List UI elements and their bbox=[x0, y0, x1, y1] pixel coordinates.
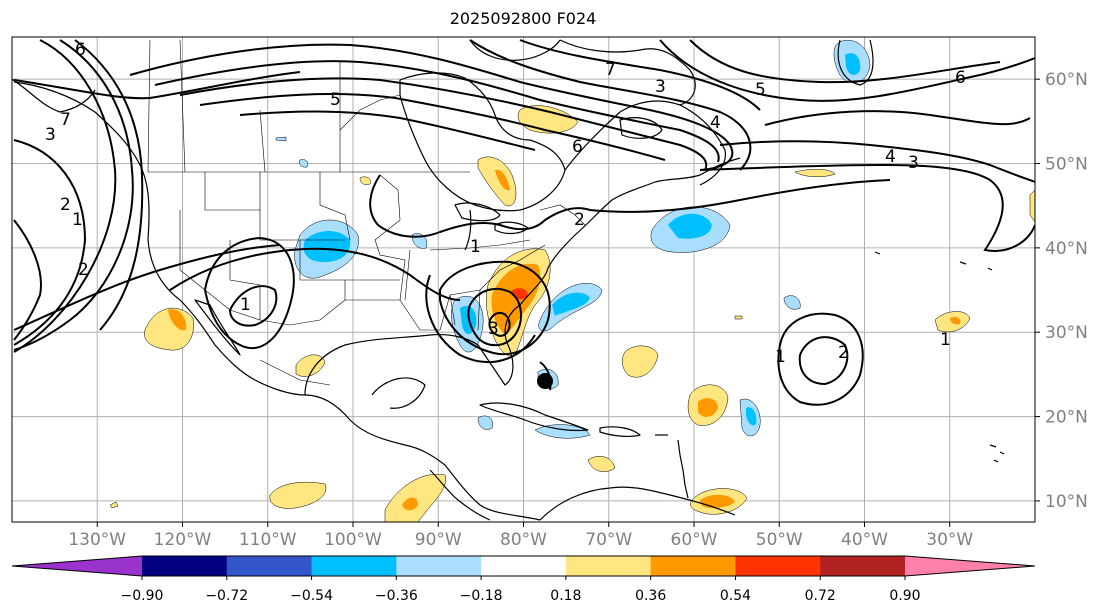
colorbar-tick-label: 0.90 bbox=[889, 588, 920, 604]
contour-label: 2 bbox=[78, 260, 89, 280]
contour-label: 6 bbox=[955, 68, 966, 88]
contour-label: 2 bbox=[574, 210, 585, 230]
colorbar-tick-label: −0.72 bbox=[205, 588, 248, 604]
colorbar-bin bbox=[650, 556, 736, 576]
lat-tick-label: 30°N bbox=[1045, 323, 1088, 343]
lon-tick-label: 70°W bbox=[585, 530, 632, 550]
lon-tick-label: 60°W bbox=[671, 530, 718, 550]
contour-label: 7 bbox=[60, 110, 71, 130]
contour-label: 1 bbox=[940, 330, 951, 350]
lon-tick-label: 130°W bbox=[68, 530, 126, 550]
lat-tick-label: 10°N bbox=[1045, 492, 1088, 512]
colorbar-bin bbox=[481, 556, 567, 576]
contour-label: 2 bbox=[838, 343, 849, 363]
contour-label: 4 bbox=[885, 147, 896, 167]
contour-label: 1 bbox=[775, 347, 786, 367]
latitude-axis: 60°N 50°N 40°N 30°N 20°N 10°N bbox=[1035, 70, 1088, 512]
contour-lines bbox=[13, 39, 1035, 406]
contour-label: 3 bbox=[488, 319, 499, 339]
colorbar-tick-label: 0.18 bbox=[550, 588, 581, 604]
contour-label: 5 bbox=[755, 80, 766, 100]
storm-center-marker bbox=[537, 373, 553, 389]
colorbar-bin bbox=[820, 556, 906, 576]
colorbar: −0.90 −0.72 −0.54 −0.36 −0.18 0.18 0.36 0.54 0.7… bbox=[11, 555, 1036, 604]
contour-label: 3 bbox=[45, 125, 56, 145]
colorbar-extension-low bbox=[12, 556, 142, 576]
lon-tick-label: 110°W bbox=[239, 530, 297, 550]
contour-label: 1 bbox=[240, 295, 251, 315]
contour-label: 2 bbox=[60, 195, 71, 215]
colorbar-tick-label: −0.36 bbox=[375, 588, 418, 604]
lon-tick-label: 100°W bbox=[324, 530, 382, 550]
colorbar-bin bbox=[142, 556, 228, 576]
lon-tick-label: 30°W bbox=[926, 530, 973, 550]
lat-tick-label: 60°N bbox=[1045, 70, 1088, 90]
colorbar-bin bbox=[735, 556, 821, 576]
colorbar-bin bbox=[311, 556, 397, 576]
lat-tick-label: 20°N bbox=[1045, 408, 1088, 428]
colorbar-tick-label: −0.90 bbox=[121, 588, 164, 604]
contour-label-group: 6 7 1 2 5 6 4 3 6 7 1 1 2 3 1 1 2 3 3 2 … bbox=[45, 40, 966, 367]
lon-tick-label: 80°W bbox=[500, 530, 547, 550]
contour-label: 1 bbox=[470, 237, 481, 257]
colorbar-bin bbox=[226, 556, 313, 576]
contour-label: 4 bbox=[710, 113, 721, 133]
colorbar-tick-label: 0.54 bbox=[720, 588, 751, 604]
contour-label: 1 bbox=[72, 210, 83, 230]
colorbar-tick-label: −0.18 bbox=[460, 588, 503, 604]
map-title: 2025092800 F024 bbox=[449, 9, 597, 28]
contour-label: 3 bbox=[908, 153, 919, 173]
colorbar-extension-high bbox=[905, 556, 1035, 576]
lon-tick-label: 50°W bbox=[756, 530, 803, 550]
colorbar-tick-label: 0.36 bbox=[635, 588, 666, 604]
colorbar-tick-label: −0.54 bbox=[290, 588, 333, 604]
colorbar-tick-label: 0.72 bbox=[805, 588, 836, 604]
contour-label: 6 bbox=[572, 137, 583, 157]
lat-tick-label: 50°N bbox=[1045, 155, 1088, 175]
lat-tick-label: 40°N bbox=[1045, 239, 1088, 259]
contour-label: 5 bbox=[330, 90, 341, 110]
colorbar-bin bbox=[565, 556, 652, 576]
lon-tick-label: 40°W bbox=[841, 530, 888, 550]
lon-tick-label: 120°W bbox=[154, 530, 212, 550]
longitude-axis: 130°W 120°W 110°W 100°W 90°W 80°W 70°W 60°W 50°W… bbox=[68, 522, 973, 550]
contour-label: 3 bbox=[655, 77, 666, 97]
colorbar-bin bbox=[396, 556, 482, 576]
contour-label: 6 bbox=[75, 40, 86, 60]
lon-tick-label: 90°W bbox=[415, 530, 462, 550]
contour-label: 7 bbox=[605, 60, 616, 80]
